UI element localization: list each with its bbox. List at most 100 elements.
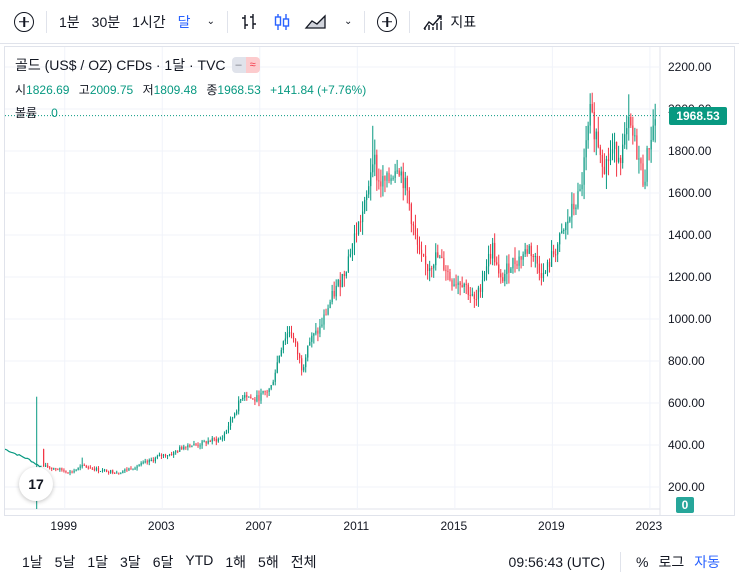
interval-month-button[interactable]: 달 [177, 13, 191, 30]
candle-body [189, 445, 191, 447]
candle-body [370, 172, 372, 187]
candle-body [276, 362, 278, 373]
low-label: 저 [142, 83, 154, 97]
range-5y-button[interactable]: 5해 [258, 554, 279, 570]
candle-body [59, 468, 61, 470]
log-scale-toggle[interactable]: 로그 [658, 554, 685, 570]
time-tick-label: 2011 [343, 519, 370, 533]
range-5d-button[interactable]: 5날 [54, 554, 76, 570]
range-buttons: 1날 5날 1달 3달 6달 YTD 1해 5해 전체 [0, 552, 322, 572]
price-tick-label: 200.00 [668, 480, 705, 494]
candle-body [42, 449, 45, 467]
price-chart[interactable]: 2200.002000.001800.001600.001400.001200.… [5, 47, 735, 516]
candle-body [577, 191, 579, 208]
chart-pane[interactable]: 2200.002000.001800.001600.001400.001200.… [4, 46, 735, 516]
interval-1m-button[interactable]: 1분 [59, 13, 80, 30]
candle-body [138, 465, 140, 467]
candle-body [292, 336, 295, 339]
candle-body [110, 470, 112, 473]
candle-body [618, 157, 620, 162]
candle-body [288, 332, 291, 334]
range-1m-button[interactable]: 1달 [87, 554, 109, 570]
tradingview-logo-icon[interactable]: 17 [19, 467, 53, 501]
candle-body [593, 111, 595, 140]
candle-body [431, 268, 433, 270]
candle-body [504, 274, 506, 282]
candle-body [211, 438, 213, 442]
chart-type-dropdown-button[interactable]: ⌄ [334, 7, 358, 37]
symbol-add-button[interactable] [8, 7, 40, 37]
candle-body [384, 175, 386, 181]
candle-body [329, 301, 331, 309]
candle-body [518, 256, 520, 266]
candle-body [246, 395, 248, 398]
candle-body [177, 451, 179, 453]
volume-value: 0 [51, 106, 58, 120]
candle-body [341, 273, 343, 288]
range-1y-button[interactable]: 1해 [225, 554, 247, 570]
candle-body [260, 392, 262, 401]
interval-30m-button[interactable]: 30분 [91, 13, 121, 30]
clock-time[interactable]: 09:56:43 (UTC) [508, 554, 606, 570]
candle-body [544, 272, 547, 274]
candle-body [581, 184, 583, 190]
candle-body [530, 245, 532, 257]
candle-body [640, 158, 642, 164]
candle-body [536, 256, 538, 264]
candle-body [280, 350, 282, 356]
candle-body [481, 279, 484, 292]
candle-body [45, 465, 47, 467]
candle-body [305, 357, 307, 368]
candle-body [624, 134, 626, 145]
range-6m-button[interactable]: 6달 [152, 554, 174, 570]
legend-toggle-pill[interactable]: ‒ ≈ [231, 57, 260, 73]
candle-body [87, 467, 89, 469]
range-ytd-button[interactable]: YTD [185, 552, 214, 568]
candle-body [284, 338, 287, 342]
range-1d-button[interactable]: 1날 [22, 554, 43, 570]
candle-body [449, 272, 451, 281]
candle-body [514, 257, 516, 265]
range-3m-button[interactable]: 3달 [120, 554, 141, 570]
interval-1h-button[interactable]: 1시간 [132, 13, 166, 30]
open-label: 시 [15, 83, 27, 97]
indicators-label: 지표 [450, 13, 477, 30]
interval-dropdown-button[interactable]: ⌄ [197, 7, 221, 37]
candle-body [327, 308, 329, 315]
candle-body [622, 144, 624, 164]
candle-body [494, 242, 496, 263]
candle-body [213, 438, 215, 440]
volume-tag: 0 [676, 497, 694, 513]
candle-body [185, 446, 187, 448]
high-value: 2009.75 [89, 83, 134, 97]
indicators-button[interactable]: 지표 [416, 7, 482, 37]
candle-body [605, 158, 608, 174]
candle-body [258, 395, 260, 401]
candle-body [150, 460, 152, 462]
range-all-button[interactable]: 전체 [290, 554, 317, 570]
candle-body [573, 203, 575, 210]
candle-body [134, 468, 136, 470]
candle-body [103, 469, 106, 471]
area-style-button[interactable] [298, 7, 334, 37]
candle-body [254, 399, 256, 402]
candle-body [118, 472, 120, 474]
percent-scale-toggle[interactable]: % [636, 554, 649, 570]
symbol-title[interactable]: 골드 (US$ / OZ) CFDs · 1달 · TVC [15, 57, 226, 73]
candle-body [620, 157, 622, 164]
candle-body [130, 468, 132, 470]
auto-scale-toggle[interactable]: 자동 [694, 554, 720, 570]
candle-body [542, 272, 545, 279]
candle-body [587, 125, 589, 141]
candle-body [215, 438, 217, 442]
candle-body [93, 468, 96, 471]
compare-add-button[interactable] [371, 7, 403, 37]
change-value: +141.84 (+7.76%) [270, 83, 367, 97]
candle-body [550, 251, 553, 267]
candle-style-button[interactable] [266, 7, 298, 37]
candle-body [487, 253, 490, 267]
candle-body [57, 469, 59, 471]
bar-style-button[interactable] [234, 7, 266, 37]
candle-body [321, 324, 323, 327]
